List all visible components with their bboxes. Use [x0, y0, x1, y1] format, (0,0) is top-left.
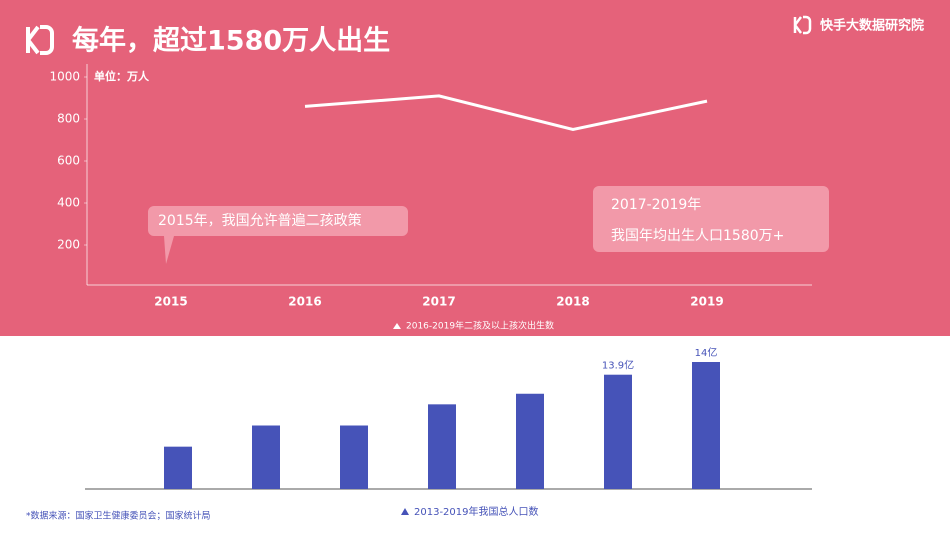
x-tick-label: 2016 [288, 295, 321, 309]
y-tick-label: 400 [57, 196, 80, 210]
logo [26, 25, 54, 55]
y-tick-label: 800 [57, 112, 80, 126]
x-tick-label: 2018 [556, 295, 589, 309]
annotation: 2017-2019年 [611, 197, 701, 213]
annotation: 我国年均出生人口1580万+ [611, 228, 784, 244]
legend-icon [393, 323, 401, 329]
x-tick-label: 2017 [422, 295, 455, 309]
brand-logo [793, 15, 812, 35]
source-note: *数据来源：国家卫生健康委员会；国家统计局 [26, 510, 211, 522]
bar [340, 425, 368, 489]
x-tick-label: 2015 [154, 295, 187, 309]
unit-label: 单位：万人 [94, 69, 150, 83]
value-label: 13.9亿 [602, 359, 634, 372]
line [304, 94, 708, 132]
y-tick-label: 200 [57, 238, 80, 252]
bar [516, 393, 544, 489]
callout-box [148, 206, 408, 264]
top-background [0, 0, 950, 336]
value-label: 14亿 [695, 346, 718, 359]
bar [692, 362, 720, 489]
legend-label: 2016-2019年二孩及以上孩次出生数 [406, 320, 554, 332]
y-tick-label: 600 [57, 154, 80, 168]
brand: 快手大数据研究院 [820, 18, 924, 34]
legend-icon [401, 508, 409, 515]
callout-box [593, 186, 829, 252]
bottom-background [0, 336, 950, 535]
bar [428, 404, 456, 489]
legend-label: 2013-2019年我国总人口数 [414, 505, 539, 518]
annotation: 2015年，我国允许普遍二孩政策 [158, 212, 362, 229]
bar [164, 446, 192, 489]
bar [604, 374, 632, 489]
bar [252, 425, 280, 489]
x-tick-label: 2019 [690, 295, 723, 309]
page-title: 每年，超过1580万人出生 [72, 25, 390, 57]
y-tick-label: 1000 [49, 70, 80, 84]
